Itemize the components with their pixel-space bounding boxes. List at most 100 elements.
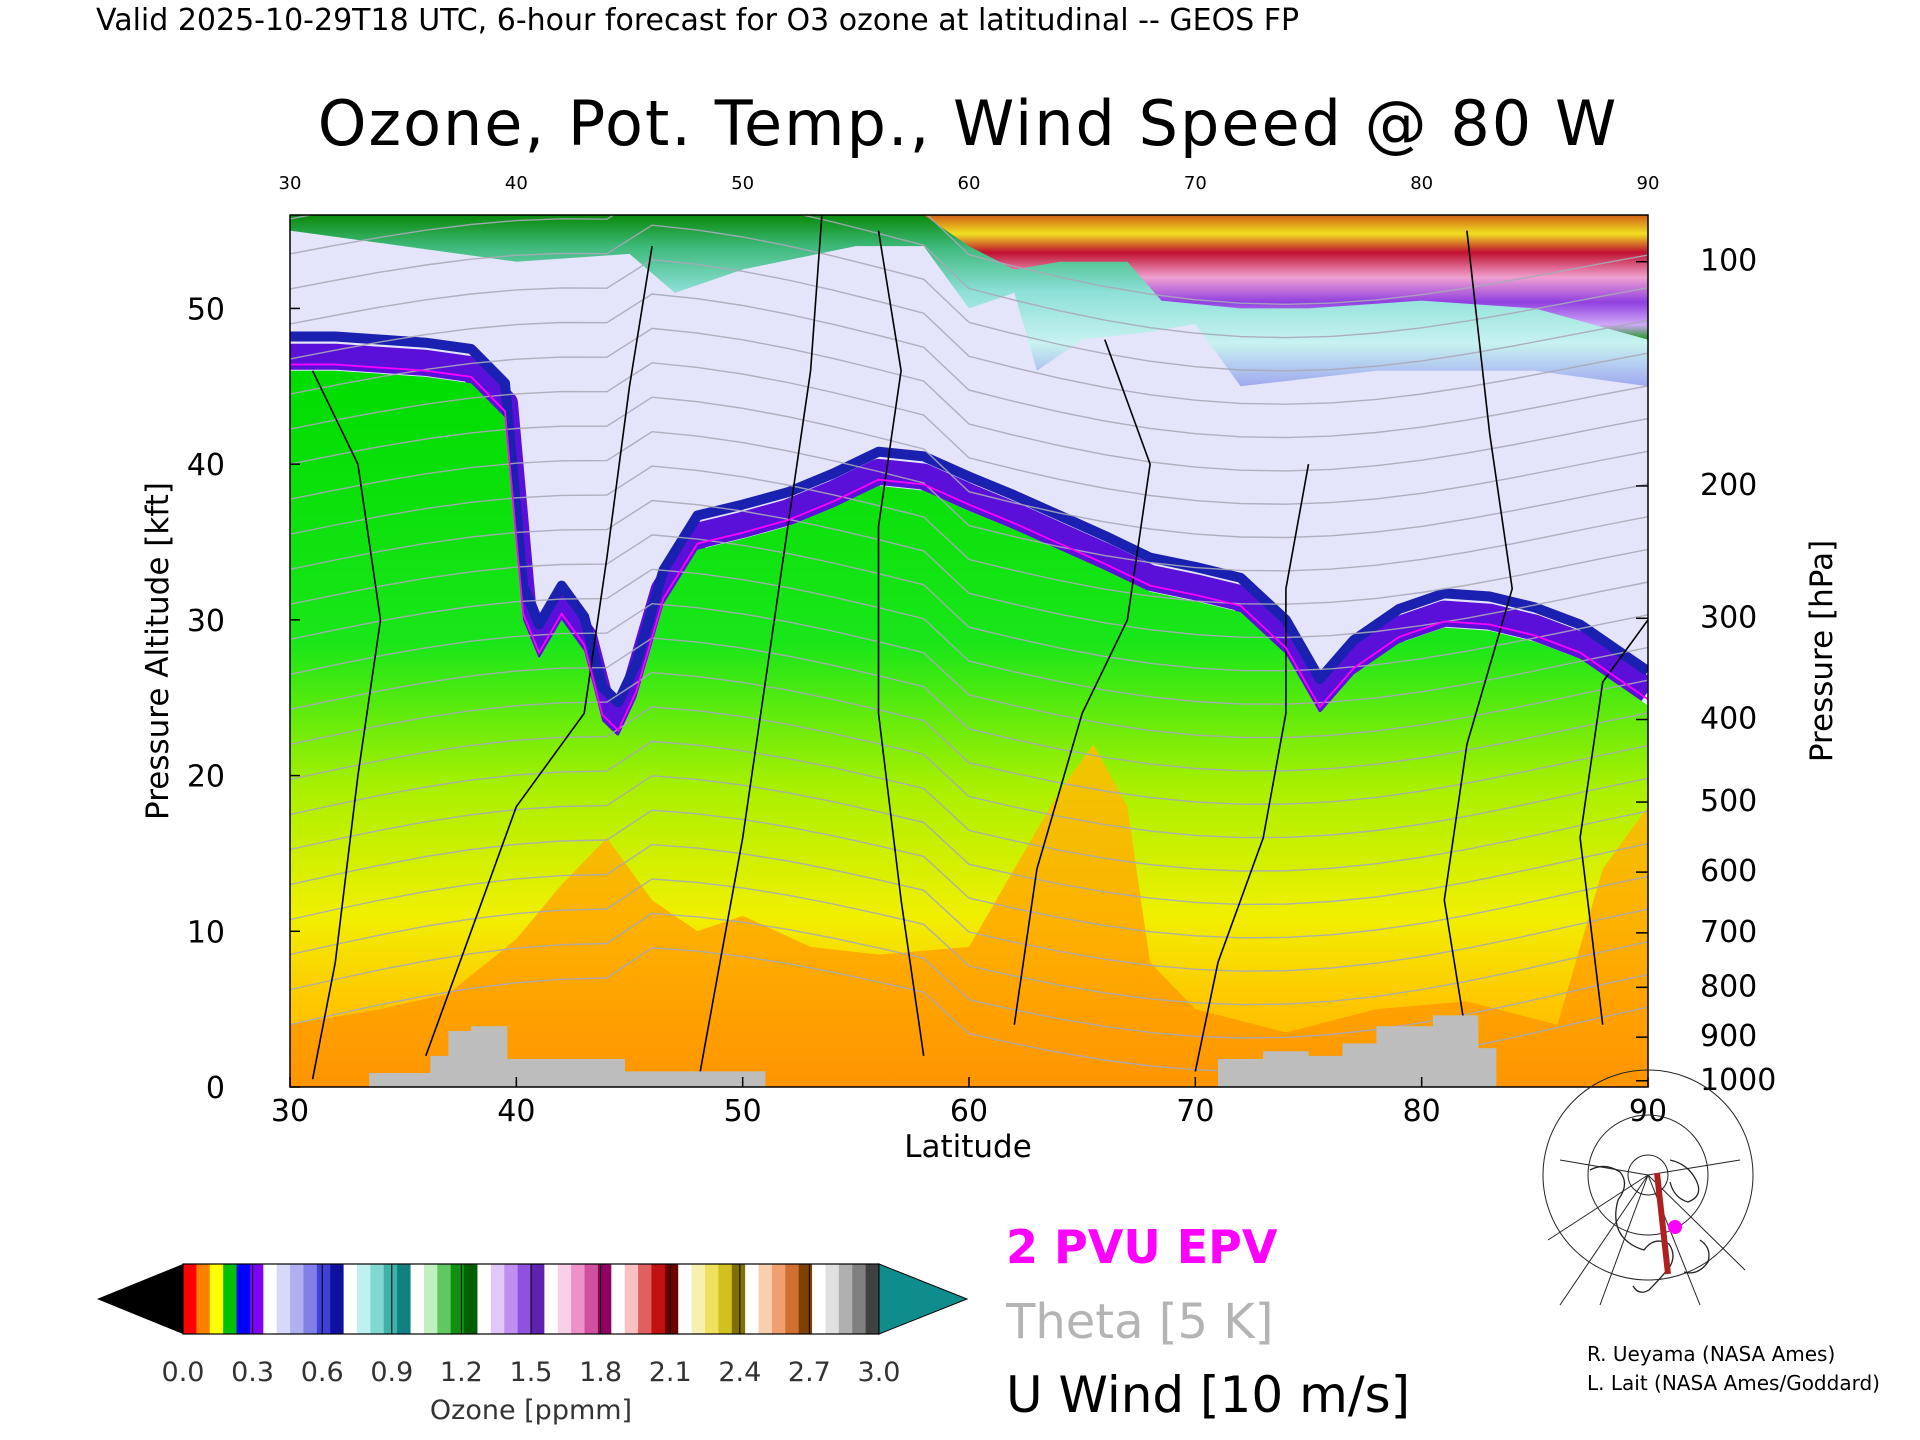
colorbar-segment (691, 1264, 706, 1334)
colorbar-segment (852, 1264, 867, 1334)
colorbar-segment (209, 1264, 224, 1334)
legend-uwind: U Wind [10 m/s] (1006, 1366, 1410, 1424)
pressure-tick-label: 500 (1700, 784, 1757, 819)
colorbar-segment (397, 1264, 412, 1334)
colorbar-segment (584, 1264, 599, 1334)
pressure-tick-label: 100 (1700, 244, 1757, 279)
y-tick-label: 10 (187, 915, 225, 950)
pressure-tick-label: 1000 (1700, 1063, 1776, 1098)
colorbar: 0.0 0.3 0.6 0.9 1.2 1.5 1.8 2.1 2.4 2.7 3.0 Ozone … (97, 1263, 969, 1426)
colorbar-tick-label: 0.6 (301, 1357, 344, 1388)
colorbar-segment (249, 1264, 264, 1334)
colorbar-segment (477, 1264, 492, 1334)
pressure-tick-label: 700 (1700, 915, 1757, 950)
pressure-tick-label: 800 (1700, 969, 1757, 1004)
colorbar-segment (290, 1264, 305, 1334)
colorbar-label: Ozone [ppmm] (430, 1395, 632, 1426)
colorbar-tick-label: 2.4 (718, 1357, 761, 1388)
colorbar-segment (571, 1264, 586, 1334)
colorbar-segment (838, 1264, 853, 1334)
tropopause-ozone-band-dark (290, 331, 1648, 708)
pressure-tick-label: 200 (1700, 468, 1757, 503)
colorbar-segment (303, 1264, 318, 1334)
colorbar-segment (638, 1264, 653, 1334)
header-text: Valid 2025-10-29T18 UTC, 6-hour forecast… (96, 3, 1299, 38)
colorbar-segment (611, 1264, 626, 1334)
colorbar-segment (450, 1264, 465, 1334)
colorbar-segment (651, 1264, 666, 1334)
y-tick-label: 30 (187, 604, 225, 639)
colorbar-tick-label: 1.5 (510, 1357, 553, 1388)
colorbar-segment (183, 1264, 197, 1334)
pressure-tick-label: 300 (1700, 600, 1757, 635)
colorbar-segment (437, 1264, 452, 1334)
x-top-tick-label: 80 (1410, 173, 1433, 194)
colorbar-segment (410, 1264, 425, 1334)
colorbar-segment (798, 1264, 813, 1334)
u-wind-contours (311, 215, 1648, 1087)
y-tick-label: 20 (187, 760, 225, 795)
x-tick-label: 40 (497, 1094, 535, 1129)
y-axis-label: Pressure Altitude [kft] (140, 482, 176, 820)
pressure-tick-label: 400 (1700, 702, 1757, 737)
y-tick-label: 40 (187, 448, 225, 483)
colorbar-tick-label: 2.1 (649, 1357, 692, 1388)
legend-pvu: 2 PVU EPV (1006, 1220, 1278, 1274)
x-axis-ticks: 30 40 50 60 70 80 90 (271, 1077, 1667, 1129)
colorbar-tick-label: 1.8 (579, 1357, 622, 1388)
colorbar-segment (718, 1264, 733, 1334)
colorbar-segment (316, 1264, 331, 1334)
colorbar-segment (236, 1264, 251, 1334)
x-tick-label: 50 (724, 1094, 762, 1129)
colorbar-segment (624, 1264, 639, 1334)
inset-locator-map (1542, 1069, 1754, 1307)
colorbar-tick-label: 0.0 (162, 1357, 205, 1388)
x-tick-label: 60 (950, 1094, 988, 1129)
colorbar-tick-label: 2.7 (788, 1357, 831, 1388)
pressure-tick-label: 600 (1700, 854, 1757, 889)
surface-topography (369, 1015, 1497, 1087)
colorbar-segment (557, 1264, 572, 1334)
x-top-tick-label: 60 (958, 173, 981, 194)
theta-contours (290, 215, 1648, 1073)
x-top-tick-label: 50 (731, 173, 754, 194)
colorbar-segment (771, 1264, 786, 1334)
x-top-tick-label: 90 (1637, 173, 1660, 194)
colorbar-segment (758, 1264, 773, 1334)
colorbar-segment (531, 1264, 545, 1334)
colorbar-segment (490, 1264, 505, 1334)
colorbar-tick-label: 0.3 (231, 1357, 274, 1388)
colorbar-segment (825, 1264, 840, 1334)
colorbar-segment (423, 1264, 438, 1334)
y-axis-ticks: 0 10 20 30 40 50 (187, 292, 300, 1106)
colorbar-segment (263, 1264, 278, 1334)
colorbar-segment (464, 1264, 479, 1334)
colorbar-min-arrow (97, 1264, 183, 1334)
x-tick-label: 80 (1403, 1094, 1441, 1129)
colorbar-segment (705, 1264, 719, 1334)
colorbar-segment (370, 1264, 385, 1334)
pressure-axis-label: Pressure [hPa] (1804, 540, 1840, 762)
colorbar-tick-label: 0.9 (370, 1357, 413, 1388)
inset-map-marker (1668, 1220, 1682, 1234)
colorbar-segment (343, 1264, 358, 1334)
x-top-tick-label: 40 (505, 173, 528, 194)
colorbar-segment (517, 1264, 532, 1334)
colorbar-segment (865, 1264, 880, 1334)
low-level-ozone-maximum (290, 744, 1648, 1087)
colorbar-segment (544, 1264, 559, 1334)
colorbar-segment (196, 1264, 211, 1334)
high-ozone-region (855, 215, 1648, 340)
colorbar-segment (678, 1264, 693, 1334)
colorbar-segment (223, 1264, 238, 1334)
colorbar-segment (785, 1264, 800, 1334)
colorbar-tick-label: 1.2 (440, 1357, 483, 1388)
x-tick-label: 30 (271, 1094, 309, 1129)
colorbar-segment (330, 1264, 345, 1334)
colorbar-segment (812, 1264, 827, 1334)
y-tick-label: 0 (206, 1071, 225, 1106)
x-axis-top-ticks: 30 40 50 60 70 80 90 (279, 173, 1660, 194)
legend-theta: Theta [5 K] (1005, 1294, 1274, 1350)
colorbar-segment (597, 1264, 612, 1334)
